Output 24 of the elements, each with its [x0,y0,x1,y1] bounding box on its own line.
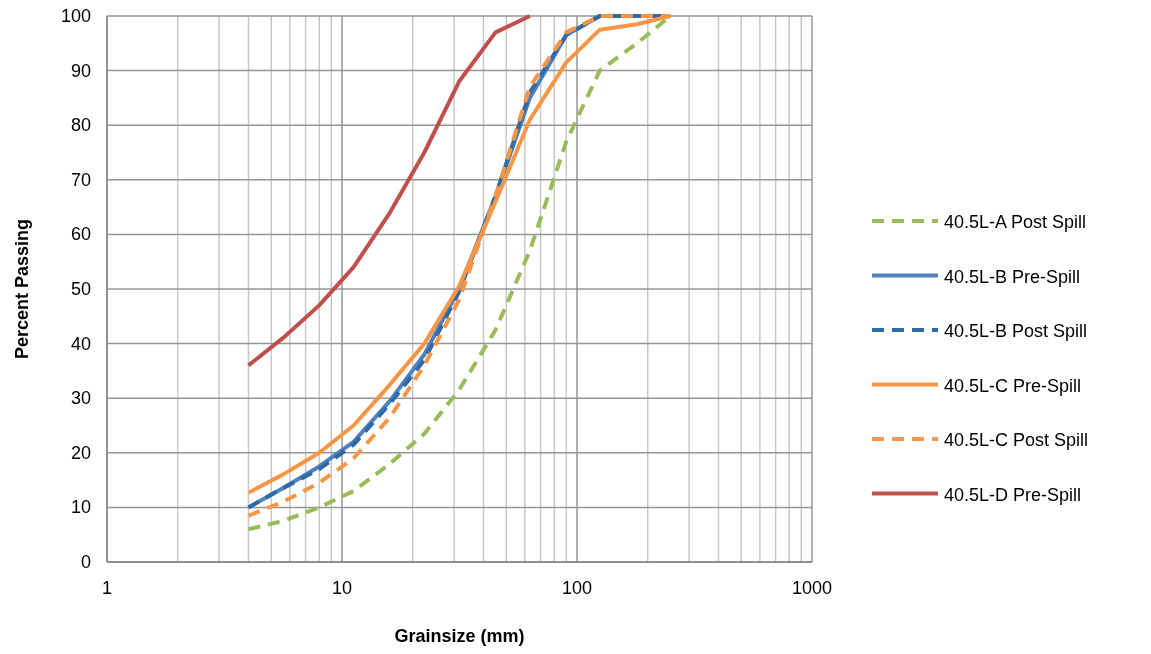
y-tick-label: 90 [70,60,91,81]
line-series [246,14,532,368]
legend-label: 40.5L-D Pre-Spill [944,484,1082,505]
y-tick-label: 0 [80,552,91,572]
y-tick-label: 20 [70,442,91,463]
legend-label: 40.5L-B Pre-Spill [944,266,1081,287]
y-tick-label: 30 [70,388,91,409]
x-tick-label: 100 [561,578,593,598]
x-tick-label: 1000 [791,578,833,598]
y-tick-label: 10 [70,497,91,518]
legend-label: 40.5L-C Post Spill [944,430,1089,450]
y-tick-label: 50 [70,279,91,299]
y-tick-label: 80 [70,115,91,136]
y-tick-label: 100 [60,6,91,26]
y-tick-label: 70 [70,169,91,190]
legend-label: 40.5L-C Pre-Spill [944,375,1082,396]
x-tick-label: 10 [331,578,353,598]
y-tick-label: 60 [70,224,91,245]
legend-label: 40.5L-A Post Spill [944,212,1087,232]
x-tick-label: 1 [101,578,113,598]
y-axis-title: Percent Passing [12,218,32,360]
x-axis-title: Grainsize (mm) [394,626,525,646]
y-tick-label: 40 [70,333,91,354]
legend-label: 40.5L-B Post Spill [944,321,1088,341]
